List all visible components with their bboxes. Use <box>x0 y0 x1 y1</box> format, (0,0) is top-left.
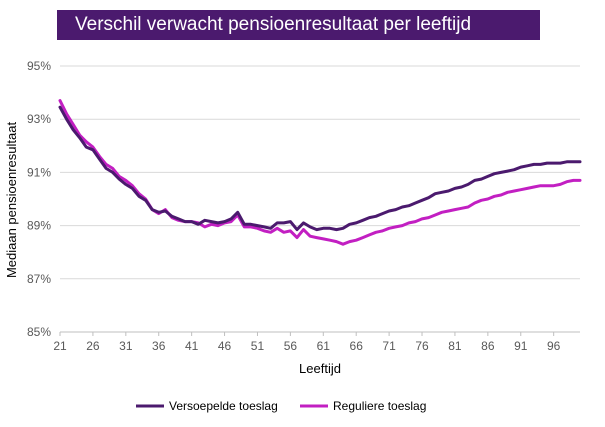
x-tick-label: 66 <box>350 339 364 353</box>
x-tick-label: 61 <box>317 339 331 353</box>
x-tick-label: 76 <box>415 339 429 353</box>
y-tick-label: 87% <box>27 272 51 286</box>
y-tick-label: 85% <box>27 325 51 339</box>
x-tick-label: 26 <box>86 339 100 353</box>
x-tick-label: 91 <box>514 339 528 353</box>
x-tick-label: 96 <box>547 339 561 353</box>
legend: Versoepelde toeslag Reguliere toeslag <box>136 399 426 413</box>
x-axis-label: Leeftijd <box>299 361 341 376</box>
x-tick-label: 41 <box>185 339 199 353</box>
y-tick-label: 95% <box>27 59 51 73</box>
y-axis-label: Mediaan pensioenresultaat <box>4 122 19 278</box>
legend-label: Reguliere toeslag <box>333 399 426 413</box>
x-tick-label: 71 <box>382 339 396 353</box>
legend-label: Versoepelde toeslag <box>169 399 278 413</box>
y-tick-label: 93% <box>27 112 51 126</box>
x-axis: 21 26 31 36 41 46 51 56 61 66 71 76 81 86 91 96 <box>53 331 580 353</box>
x-tick-label: 46 <box>218 339 232 353</box>
gridlines <box>60 65 580 280</box>
x-tick-label: 86 <box>481 339 495 353</box>
x-tick-label: 51 <box>251 339 265 353</box>
y-axis-ticks: 85% 87% 89% 91% 93% 95% <box>27 59 51 339</box>
y-tick-label: 89% <box>27 219 51 233</box>
y-tick-label: 91% <box>27 165 51 179</box>
x-tick-label: 31 <box>119 339 133 353</box>
x-tick-label: 21 <box>53 339 67 353</box>
x-tick-label: 36 <box>152 339 166 353</box>
x-tick-label: 56 <box>284 339 298 353</box>
chart-title: Verschil verwacht pensioenresultaat per … <box>57 10 540 40</box>
series-lines <box>58 99 582 246</box>
series-line-versoepelde-toeslag <box>58 105 582 232</box>
x-tick-label: 81 <box>448 339 462 353</box>
